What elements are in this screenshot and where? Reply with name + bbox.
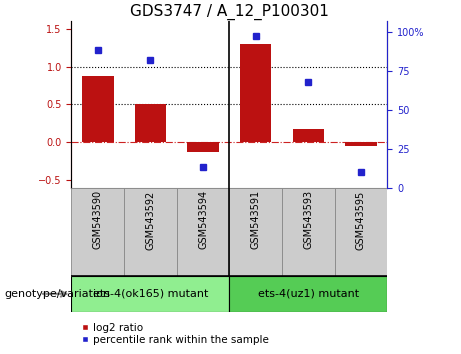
Bar bbox=[282, 188, 335, 276]
Bar bbox=[240, 44, 272, 142]
Text: GSM543591: GSM543591 bbox=[251, 190, 260, 250]
Bar bbox=[292, 130, 324, 142]
Text: genotype/variation: genotype/variation bbox=[5, 289, 111, 299]
Text: GSM543592: GSM543592 bbox=[145, 190, 155, 250]
Text: GSM543590: GSM543590 bbox=[93, 190, 103, 250]
Bar bbox=[229, 276, 387, 312]
Bar bbox=[71, 188, 124, 276]
Bar bbox=[177, 188, 229, 276]
Bar bbox=[71, 276, 229, 312]
Bar bbox=[124, 188, 177, 276]
Text: GSM543594: GSM543594 bbox=[198, 190, 208, 250]
Bar bbox=[345, 142, 377, 146]
Text: GSM543595: GSM543595 bbox=[356, 190, 366, 250]
Bar bbox=[335, 188, 387, 276]
Legend: log2 ratio, percentile rank within the sample: log2 ratio, percentile rank within the s… bbox=[77, 318, 273, 349]
Text: GSM543593: GSM543593 bbox=[303, 190, 313, 250]
Title: GDS3747 / A_12_P100301: GDS3747 / A_12_P100301 bbox=[130, 4, 329, 20]
Bar bbox=[82, 76, 113, 142]
Bar bbox=[229, 188, 282, 276]
Text: ets-4(uz1) mutant: ets-4(uz1) mutant bbox=[258, 289, 359, 299]
Text: ets-4(ok165) mutant: ets-4(ok165) mutant bbox=[93, 289, 208, 299]
Bar bbox=[135, 104, 166, 142]
Bar bbox=[187, 142, 219, 152]
